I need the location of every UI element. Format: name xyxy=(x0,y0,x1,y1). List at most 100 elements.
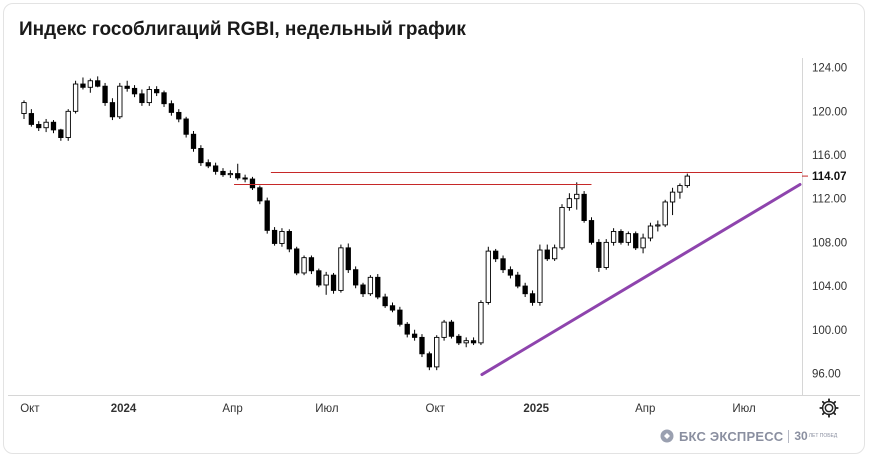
candle-bearish xyxy=(161,92,167,105)
candle-bearish xyxy=(382,296,388,307)
candle-bullish xyxy=(677,185,683,193)
candle-bullish xyxy=(117,85,123,118)
candle-bullish xyxy=(574,193,580,200)
y-tick-label: 112.00 xyxy=(812,194,846,206)
candle-bearish xyxy=(198,148,204,164)
candle-bullish xyxy=(338,247,344,291)
y-tick-label: 96.00 xyxy=(812,368,841,380)
y-tick-label: 116.00 xyxy=(812,150,846,162)
candle-bullish xyxy=(610,231,617,243)
candle-bullish xyxy=(146,89,152,104)
brand-separator xyxy=(788,429,790,443)
candle-bearish xyxy=(264,200,270,231)
candle-bearish xyxy=(353,269,359,286)
candle-bearish xyxy=(389,305,396,311)
candle-bullish xyxy=(367,276,374,295)
candle-bearish xyxy=(109,102,116,118)
candle-bullish xyxy=(65,110,71,138)
candle-bearish xyxy=(419,336,425,355)
candles-group xyxy=(21,76,690,371)
x-tick-label: 2024 xyxy=(111,403,137,415)
candle-bullish xyxy=(301,257,307,274)
candle-bullish xyxy=(684,175,690,187)
candle-bearish xyxy=(294,248,300,274)
brand-name: БКС ЭКСПРЕСС xyxy=(679,428,784,444)
candle-bearish xyxy=(596,241,602,268)
candle-bullish xyxy=(625,233,631,243)
candle-bearish xyxy=(345,247,351,271)
candle-bullish xyxy=(669,191,676,203)
candle-bearish xyxy=(360,284,366,295)
candle-bearish xyxy=(257,187,263,202)
candle-bearish xyxy=(176,111,182,120)
candle-bearish xyxy=(308,257,315,272)
candle-bearish xyxy=(131,87,138,95)
candle-bullish xyxy=(43,121,49,129)
candle-bearish xyxy=(50,121,57,131)
candle-bearish xyxy=(154,89,160,94)
candle-bearish xyxy=(212,165,219,172)
candle-bearish xyxy=(404,323,410,335)
x-tick-label: Окт xyxy=(20,403,40,415)
candle-bearish xyxy=(249,178,256,189)
candle-bullish xyxy=(478,301,484,344)
candle-bearish xyxy=(411,333,418,338)
candle-bearish xyxy=(271,229,278,244)
last-price-label: 114.07 xyxy=(812,171,847,183)
candle-bullish xyxy=(640,237,646,249)
candle-bullish xyxy=(72,83,79,112)
candle-bearish xyxy=(95,80,101,87)
y-tick-label: 100.00 xyxy=(812,325,847,337)
candle-bearish xyxy=(507,269,514,276)
support-trendline xyxy=(480,183,802,377)
candle-bullish xyxy=(485,250,491,303)
x-tick-label: 2025 xyxy=(523,403,549,415)
x-tick-label: Апр xyxy=(635,403,655,415)
candle-bullish xyxy=(441,321,447,338)
x-tick-label: Июл xyxy=(315,403,338,415)
bcs-logo-icon xyxy=(660,429,674,443)
candle-bullish xyxy=(559,206,565,249)
candle-bullish xyxy=(566,198,573,208)
candle-bullish xyxy=(537,249,543,303)
x-tick-label: Апр xyxy=(222,403,242,415)
x-tick-label: Окт xyxy=(426,403,446,415)
y-tick-label: 120.00 xyxy=(812,106,847,118)
chart-title: Индекс гособлигаций RGBI, недельный граф… xyxy=(19,19,466,40)
brand-footer: БКС ЭКСПРЕСС 30 ЛЕТ ПОБЕД xyxy=(660,427,837,445)
y-tick-label: 108.00 xyxy=(812,237,847,249)
candle-bullish xyxy=(463,340,469,344)
y-tick-label: 104.00 xyxy=(812,281,847,293)
gear-icon[interactable] xyxy=(818,397,840,419)
candle-bearish xyxy=(36,123,42,129)
candle-bearish xyxy=(456,335,462,344)
candle-bullish xyxy=(323,274,329,286)
candle-bearish xyxy=(190,133,197,149)
candle-bearish xyxy=(80,83,86,88)
candle-bearish xyxy=(581,193,587,221)
candle-bullish xyxy=(279,231,285,244)
candle-bullish xyxy=(655,224,661,227)
candle-bullish xyxy=(662,201,668,226)
candle-bullish xyxy=(87,80,93,88)
candle-bearish xyxy=(470,340,477,344)
candle-bullish xyxy=(603,241,609,268)
candle-bearish xyxy=(168,103,175,113)
candle-bullish xyxy=(227,173,234,176)
brand-anniversary-sub: ЛЕТ ПОБЕД xyxy=(808,432,838,439)
candle-bearish xyxy=(139,93,145,104)
x-tick-label: Июл xyxy=(732,403,755,415)
candle-bearish xyxy=(493,250,499,260)
candle-bearish xyxy=(205,162,211,167)
candle-bearish xyxy=(235,173,241,179)
candle-bearish xyxy=(588,220,595,243)
candle-bullish xyxy=(551,247,558,260)
brand-anniversary: 30 xyxy=(794,429,808,443)
candle-bearish xyxy=(102,85,108,104)
candle-bearish xyxy=(448,321,455,337)
candle-bullish xyxy=(647,225,654,239)
candle-bullish xyxy=(21,102,27,114)
candle-bearish xyxy=(515,274,521,287)
chart-card xyxy=(3,3,865,454)
